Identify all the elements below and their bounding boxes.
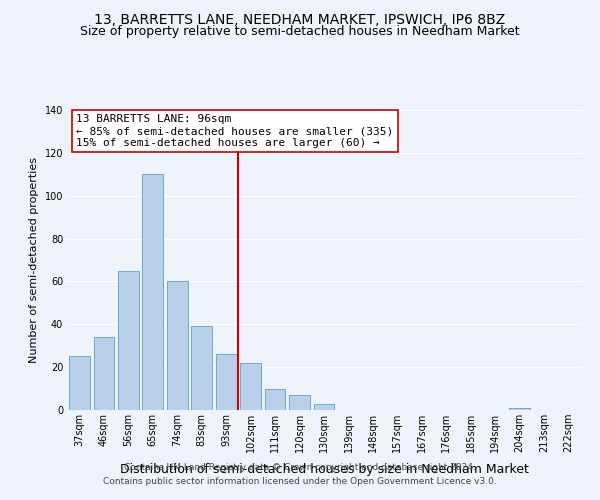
Bar bbox=[94, 337, 114, 410]
Y-axis label: Number of semi-detached properties: Number of semi-detached properties bbox=[29, 157, 39, 363]
Text: 13 BARRETTS LANE: 96sqm
← 85% of semi-detached houses are smaller (335)
15% of s: 13 BARRETTS LANE: 96sqm ← 85% of semi-de… bbox=[76, 114, 394, 148]
Text: 13, BARRETTS LANE, NEEDHAM MARKET, IPSWICH, IP6 8BZ: 13, BARRETTS LANE, NEEDHAM MARKET, IPSWI… bbox=[94, 12, 506, 26]
Bar bbox=[216, 354, 236, 410]
Bar bbox=[191, 326, 212, 410]
Text: Size of property relative to semi-detached houses in Needham Market: Size of property relative to semi-detach… bbox=[80, 25, 520, 38]
Bar bbox=[509, 408, 530, 410]
Bar bbox=[69, 356, 90, 410]
Text: Contains public sector information licensed under the Open Government Licence v3: Contains public sector information licen… bbox=[103, 477, 497, 486]
Bar bbox=[289, 395, 310, 410]
Text: Contains HM Land Registry data © Crown copyright and database right 2024.: Contains HM Land Registry data © Crown c… bbox=[124, 464, 476, 472]
X-axis label: Distribution of semi-detached houses by size in Needham Market: Distribution of semi-detached houses by … bbox=[119, 464, 529, 476]
Bar bbox=[240, 363, 261, 410]
Bar bbox=[167, 282, 188, 410]
Bar bbox=[265, 388, 286, 410]
Bar bbox=[314, 404, 334, 410]
Bar bbox=[118, 270, 139, 410]
Bar bbox=[142, 174, 163, 410]
